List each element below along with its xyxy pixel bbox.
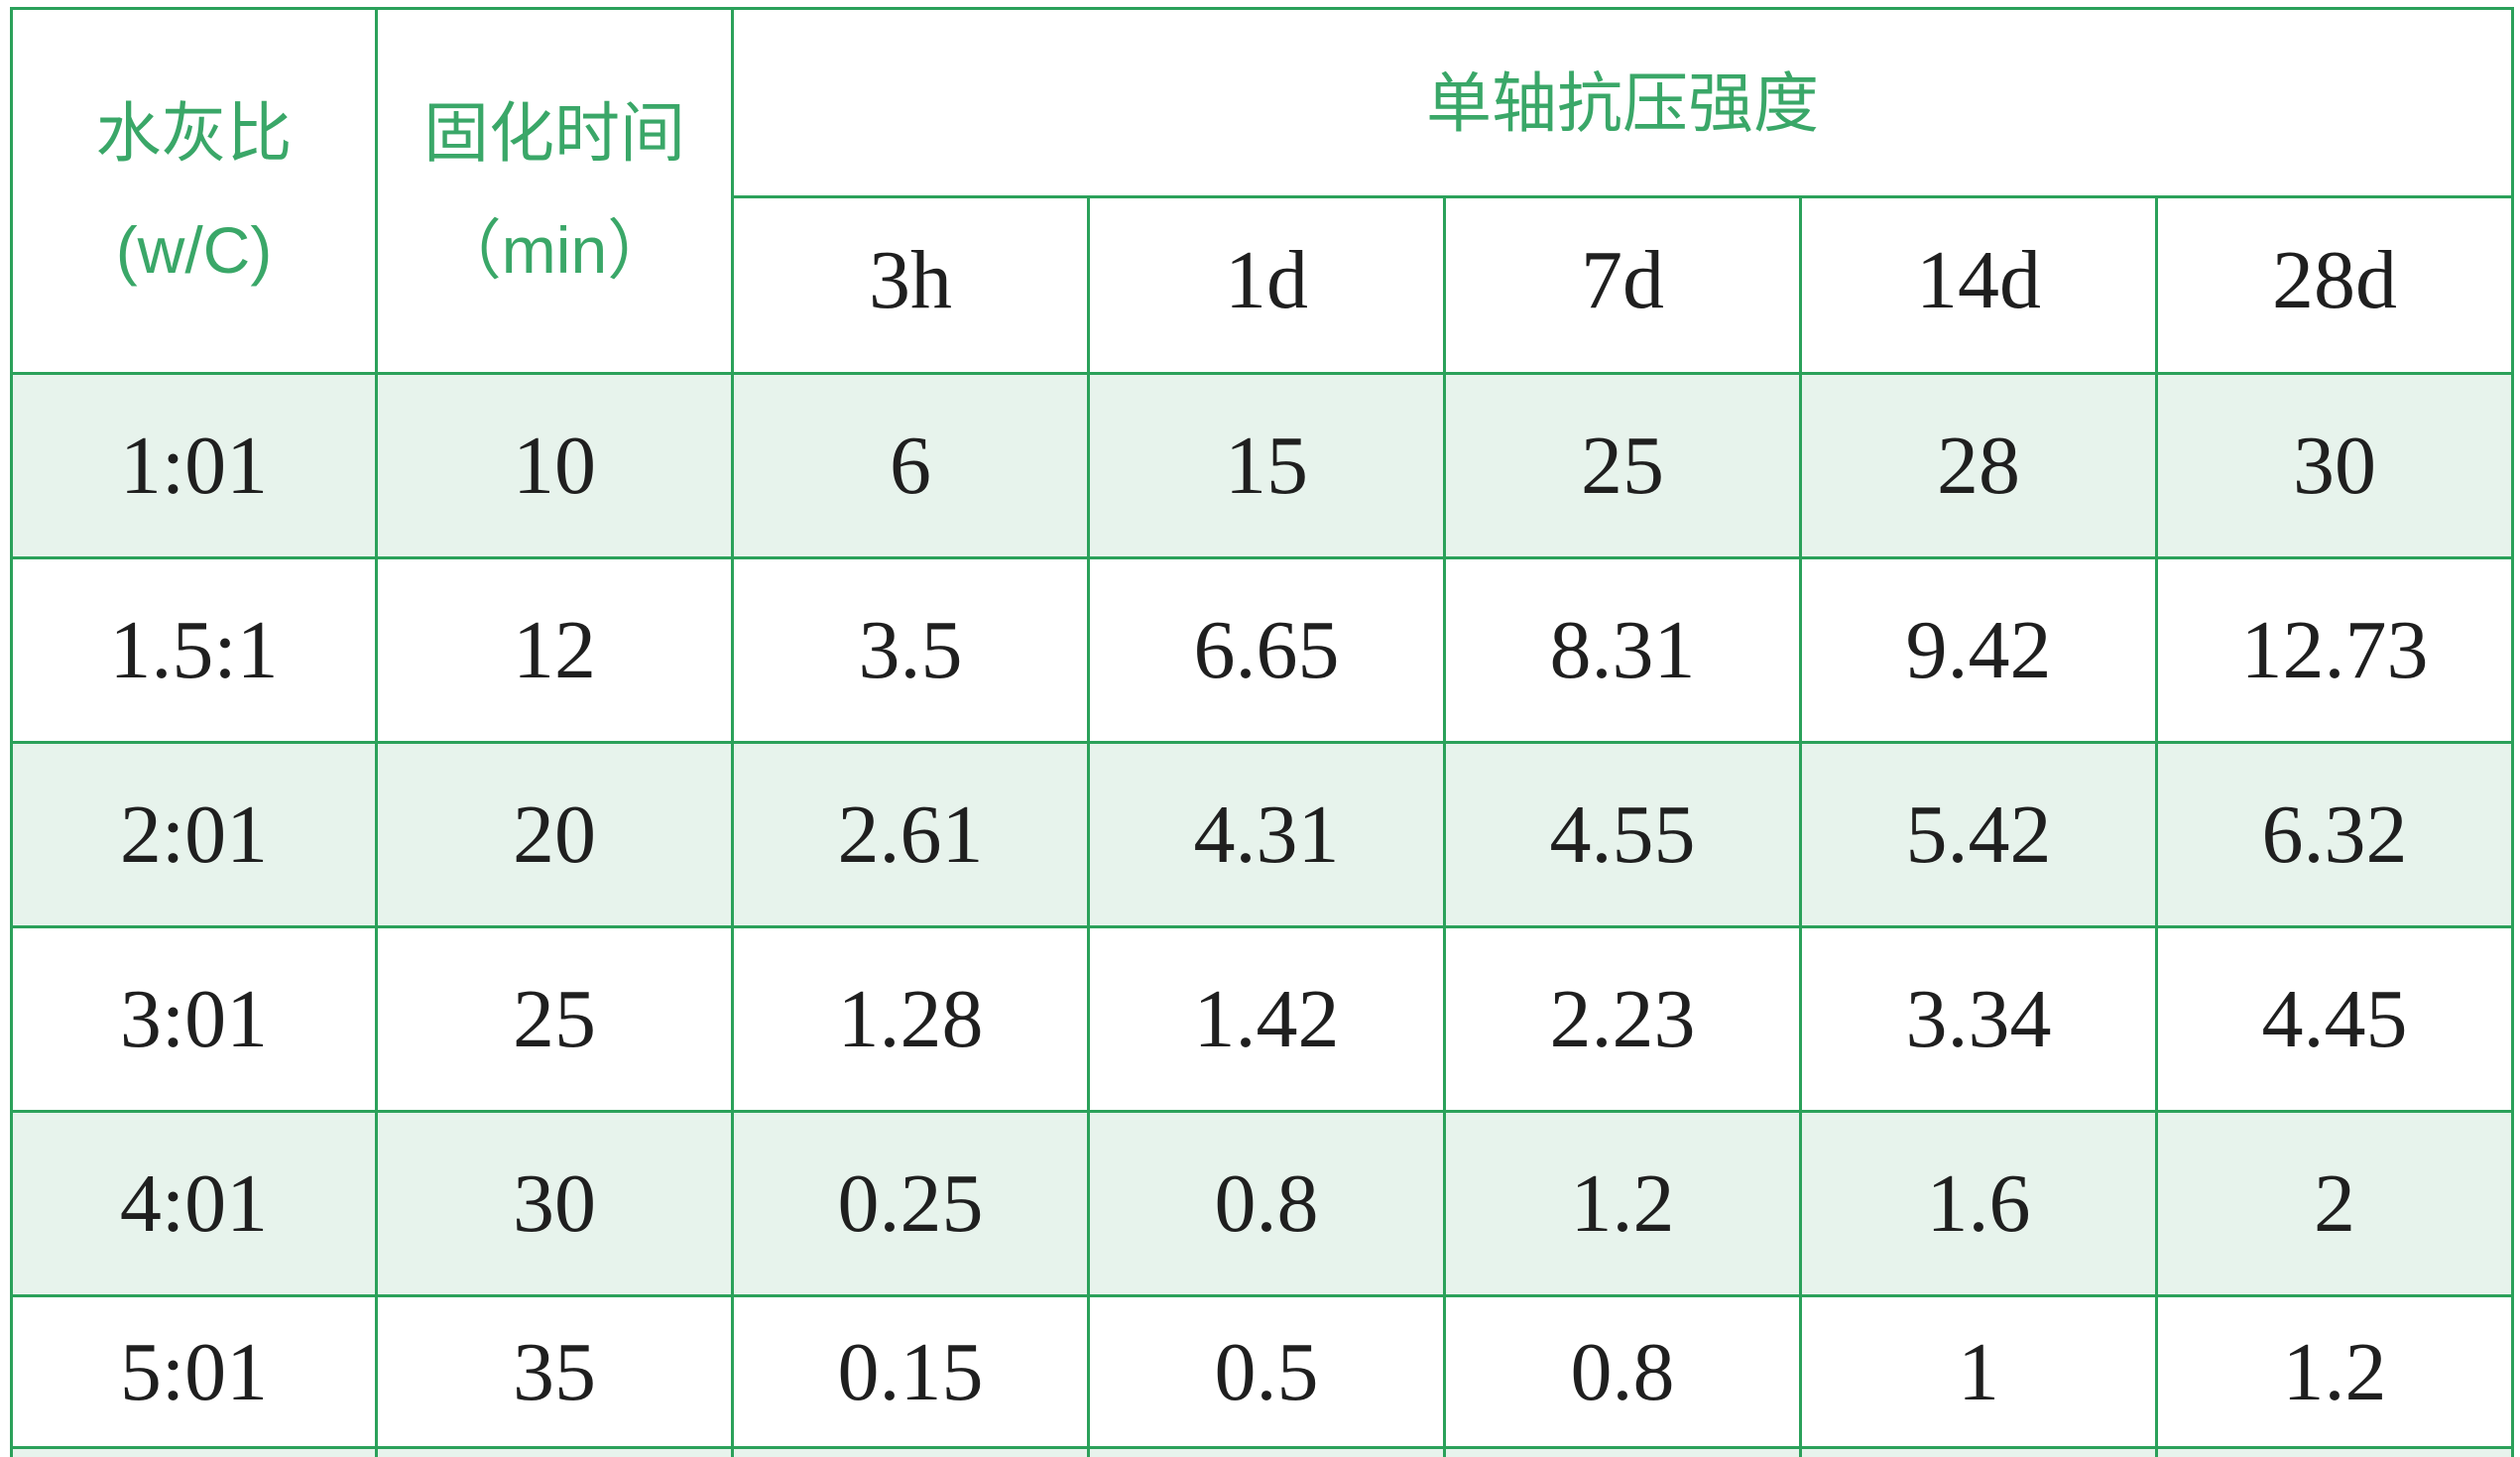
header-uniaxial-strength: 单轴抗压强度 [730,7,2515,198]
header-water-cement-ratio-label: 水灰比 [95,95,293,170]
table-cell: 8.31 [1443,556,1802,744]
table-cell: 0.8 [1443,1294,1802,1449]
table-cell: 2 [2154,1110,2515,1297]
table-cell: 1.42 [1087,925,1446,1113]
table-row: 2:01 20 2.61 4.31 4.55 5.42 6.32 [10,741,2515,928]
table-cell: 1:01 [10,372,378,559]
table-cell: 1.28 [731,925,1090,1113]
subheader-14d: 14d [1799,195,2158,375]
header-water-cement-ratio: 水灰比 (w/C) [10,7,378,375]
subheader-28d: 28d [2154,195,2515,375]
table-cell: 9.42 [1799,556,2158,744]
table-cell: 5.42 [1799,741,2158,928]
table-cell: 6 [731,372,1090,559]
table-cell: 1.2 [2154,1294,2515,1449]
header-water-cement-ratio-unit: (w/C) [115,212,273,287]
table-cell: 35 [375,1294,734,1449]
table-cell: 1.2 [1443,1110,1802,1297]
table-cell: 4.45 [2154,925,2515,1113]
table-cell: 4:01 [10,1110,378,1297]
table-cell: 1.5:1 [10,556,378,744]
table-row: 1:01 10 6 15 25 28 30 [10,372,2515,559]
table-cell: 28 [1799,372,2158,559]
table-cell: 2.23 [1443,925,1802,1113]
table-cell: 2:01 [10,741,378,928]
table-row-clipped [10,1446,2515,1457]
table-cell: 0.15 [731,1294,1090,1449]
table-cell: 3.34 [1799,925,2158,1113]
table-cell: 12.73 [2154,556,2515,744]
table-cell: 20 [375,741,734,928]
table-row: 5:01 35 0.15 0.5 0.8 1 1.2 [10,1294,2515,1449]
table-cell: 4.31 [1087,741,1446,928]
table-cell: 10 [375,372,734,559]
header-row-2: 3h 1d 7d 14d 28d [12,195,2515,375]
table-cell: 1 [1799,1294,2158,1449]
table-row: 1.5:1 12 3.5 6.65 8.31 9.42 12.73 [10,556,2515,744]
strength-table: 水灰比 (w/C) 固化时间 （min） 单轴抗压强度 3h 1d 7d 14d… [10,7,2515,1457]
table-cell: 25 [1443,372,1802,559]
table-cell: 1.6 [1799,1110,2158,1297]
table-cell: 6.65 [1087,556,1446,744]
table-cell: 15 [1087,372,1446,559]
table-cell: 6.32 [2154,741,2515,928]
subheader-3h: 3h [731,195,1090,375]
table-cell: 0.5 [1087,1294,1446,1449]
table-cell: 4.55 [1443,741,1802,928]
header-curing-time-label: 固化时间 [423,95,685,170]
table-cell: 30 [375,1110,734,1297]
table-cell: 30 [2154,372,2515,559]
subheader-7d: 7d [1443,195,1802,375]
table-cell: 0.25 [731,1110,1090,1297]
table-cell: 25 [375,925,734,1113]
subheader-1d: 1d [1087,195,1446,375]
table-cell: 12 [375,556,734,744]
header-curing-time-unit: （min） [435,212,673,287]
table-row: 3:01 25 1.28 1.42 2.23 3.34 4.45 [10,925,2515,1113]
table-cell: 3:01 [10,925,378,1113]
table-cell: 3.5 [731,556,1090,744]
table-row: 4:01 30 0.25 0.8 1.2 1.6 2 [10,1110,2515,1297]
table-cell: 2.61 [731,741,1090,928]
header-curing-time: 固化时间 （min） [375,7,734,375]
table-cell: 0.8 [1087,1110,1446,1297]
table-cell: 5:01 [10,1294,378,1449]
header-row-1: 水灰比 (w/C) 固化时间 （min） 单轴抗压强度 [10,7,2515,375]
